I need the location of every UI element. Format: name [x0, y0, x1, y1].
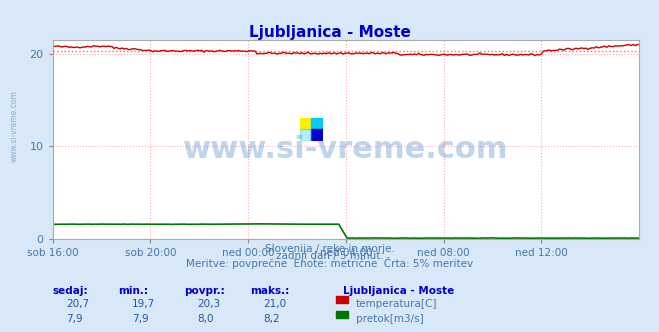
- Text: maks.:: maks.:: [250, 286, 290, 295]
- Text: 8,0: 8,0: [198, 314, 214, 324]
- Text: www.si-vreme.com: www.si-vreme.com: [10, 90, 19, 162]
- Text: www.si-vreme.com: www.si-vreme.com: [183, 135, 509, 164]
- Bar: [300, 129, 312, 141]
- Text: zadnji dan / 5 minut.: zadnji dan / 5 minut.: [275, 251, 384, 261]
- Text: Ljubljanica - Moste: Ljubljanica - Moste: [343, 286, 454, 295]
- Text: Meritve: povprečne  Enote: metrične  Črta: 5% meritev: Meritve: povprečne Enote: metrične Črta:…: [186, 257, 473, 269]
- Bar: [312, 118, 323, 129]
- Text: 20,3: 20,3: [198, 299, 221, 309]
- Text: povpr.:: povpr.:: [185, 286, 225, 295]
- Text: temperatura[C]: temperatura[C]: [356, 299, 438, 309]
- Text: Ljubljanica - Moste: Ljubljanica - Moste: [248, 25, 411, 40]
- Bar: [312, 129, 323, 141]
- Text: Slovenija / reke in morje.: Slovenija / reke in morje.: [264, 244, 395, 254]
- Text: 7,9: 7,9: [132, 314, 148, 324]
- Text: 8,2: 8,2: [264, 314, 280, 324]
- Text: 20,7: 20,7: [66, 299, 89, 309]
- Text: pretok[m3/s]: pretok[m3/s]: [356, 314, 424, 324]
- Text: min.:: min.:: [119, 286, 149, 295]
- Text: sedaj:: sedaj:: [53, 286, 88, 295]
- Text: 21,0: 21,0: [264, 299, 287, 309]
- Text: 7,9: 7,9: [66, 314, 82, 324]
- Bar: [300, 118, 312, 129]
- Text: 19,7: 19,7: [132, 299, 155, 309]
